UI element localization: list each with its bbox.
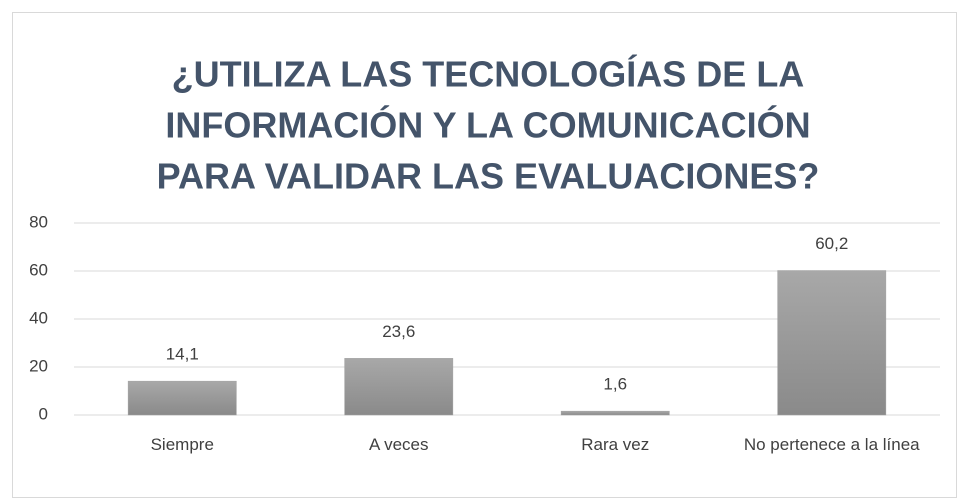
x-tick-label: A veces (368, 435, 429, 454)
y-tick-label: 80 (29, 212, 48, 231)
chart-border (12, 12, 957, 498)
data-label: 60,2 (815, 234, 848, 253)
y-tick-label: 0 (39, 404, 48, 423)
chart-title: ¿UTILIZA LAS TECNOLOGÍAS DE LA (172, 54, 805, 95)
bar (344, 358, 454, 416)
chart-title: INFORMACIÓN Y LA COMUNICACIÓN (165, 104, 810, 146)
chart-title: PARA VALIDAR LAS EVALUACIONES? (157, 156, 820, 197)
x-tick-label: Siempre (150, 435, 214, 454)
x-tick-label: No pertenece a la línea (743, 435, 920, 454)
bar (777, 270, 887, 416)
y-tick-label: 20 (29, 356, 48, 375)
y-tick-label: 60 (29, 260, 48, 279)
bar (127, 380, 237, 416)
data-label: 23,6 (382, 322, 415, 341)
data-label: 14,1 (166, 345, 199, 364)
x-tick-label: Rara vez (581, 435, 650, 454)
bar (560, 410, 670, 416)
y-tick-label: 40 (29, 308, 48, 327)
data-label: 1,6 (603, 375, 627, 394)
